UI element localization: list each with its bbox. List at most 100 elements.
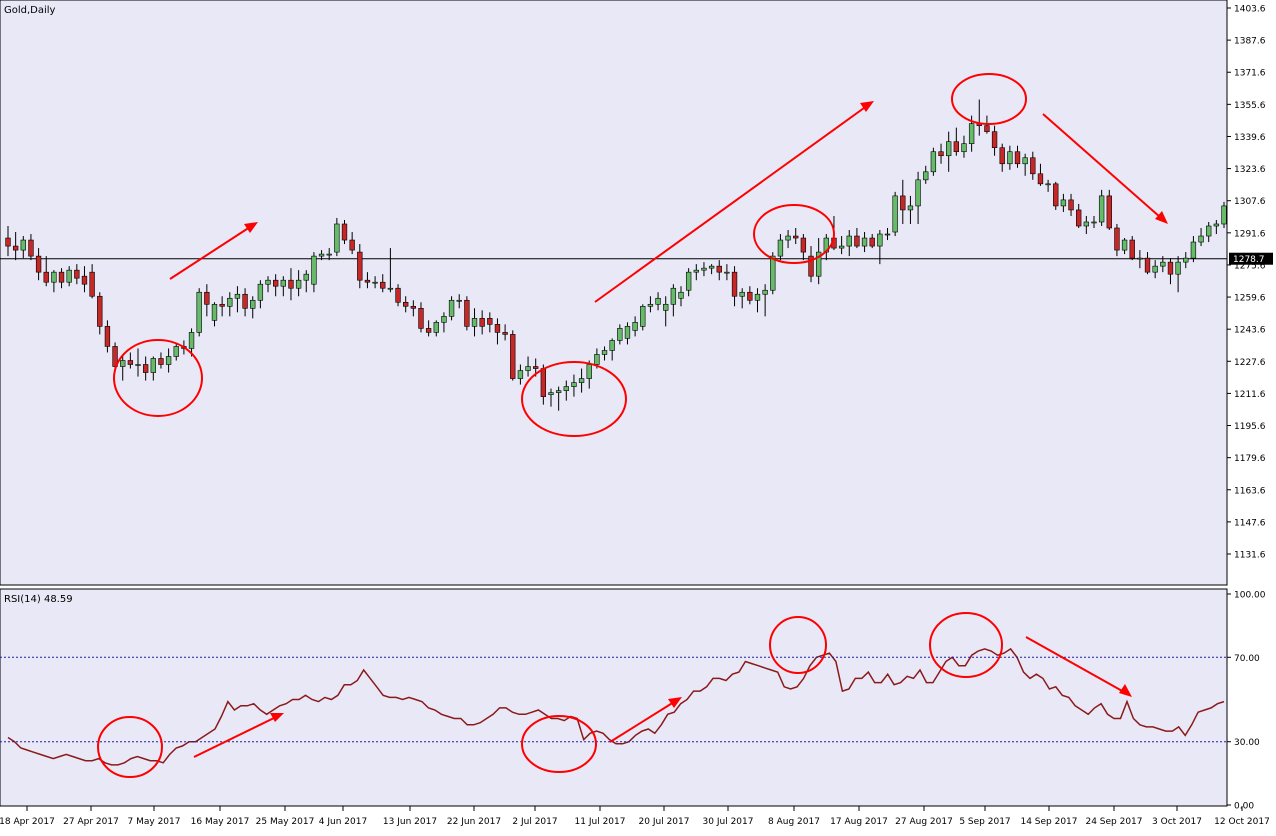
candle	[479, 310, 485, 335]
candle-body-bear	[97, 295, 103, 327]
candle-body-bear	[1144, 257, 1151, 273]
candle	[127, 352, 134, 369]
candle	[1022, 153, 1028, 176]
candle-body-bear	[43, 271, 49, 283]
candle-body-bull	[334, 223, 340, 253]
candle	[1206, 221, 1212, 243]
candle-body-bear	[127, 360, 134, 365]
candle	[227, 292, 233, 317]
annotation-circle	[113, 339, 203, 417]
date-tick-label: 13 Jun 2017	[383, 817, 437, 827]
candle-body-bull	[295, 279, 302, 289]
candle-body-bull	[884, 233, 891, 236]
candle-body-bull	[1045, 183, 1051, 186]
date-tick-label: 12 Oct 2017	[1214, 817, 1270, 827]
candle	[250, 296, 256, 319]
candle-body-bull	[120, 360, 126, 367]
candle-body-bull	[250, 299, 256, 309]
candle-body-bear	[273, 279, 279, 287]
candle	[923, 165, 929, 184]
candle	[120, 354, 126, 381]
candle	[28, 234, 34, 261]
candle	[632, 316, 638, 337]
candle-body-bear	[242, 293, 248, 309]
arrowhead	[1155, 211, 1168, 224]
rsi-line	[7, 647, 1225, 766]
rsi-tick-label: 30.00	[1234, 738, 1260, 748]
candle	[410, 300, 417, 317]
candle	[418, 302, 424, 333]
candle-body-bull	[1091, 221, 1097, 224]
candle	[1045, 179, 1051, 192]
candle	[578, 368, 585, 393]
current-price-box	[1229, 252, 1273, 265]
candle	[1144, 252, 1151, 275]
candle	[494, 318, 501, 345]
candle-body-bull	[66, 269, 72, 283]
candle	[946, 131, 952, 172]
price-tick-label: 1147.6	[1234, 518, 1266, 528]
candle	[716, 260, 722, 281]
candle	[135, 348, 141, 377]
candle-body-bear	[494, 324, 501, 333]
candle	[1152, 260, 1158, 279]
price-tick-label: 1371.6	[1234, 69, 1266, 79]
candle-body-bull	[51, 271, 57, 283]
date-tick-label: 7 May 2017	[128, 817, 181, 827]
candle	[647, 296, 654, 313]
candle	[403, 296, 409, 313]
candle-body-bull	[165, 356, 172, 365]
candle	[999, 143, 1005, 172]
price-tick-label: 1227.6	[1234, 358, 1266, 368]
candle	[165, 348, 172, 373]
candles-group	[5, 99, 1227, 411]
candle	[273, 274, 279, 297]
date-tick-label: 27 Aug 2017	[895, 817, 953, 827]
candle	[1083, 215, 1090, 235]
candle	[678, 286, 684, 307]
annotation-circle	[929, 612, 1003, 678]
price-tick-label: 1355.6	[1234, 101, 1266, 111]
candle-body-bull	[1175, 261, 1181, 275]
arrowhead	[270, 713, 284, 722]
candle-body-bull	[1221, 205, 1227, 225]
candle	[74, 264, 80, 285]
candle-body-bull	[441, 316, 447, 323]
candle-body-bull	[601, 350, 608, 355]
candle-body-bull	[915, 179, 921, 207]
candle-body-bear	[716, 265, 722, 273]
candle	[724, 264, 730, 281]
candle-body-bull	[877, 233, 883, 247]
candle-body-bull	[594, 354, 600, 365]
candle-body-bull	[961, 143, 967, 153]
candle-body-bear	[403, 301, 409, 307]
candle	[341, 219, 348, 245]
candle	[991, 125, 998, 156]
candle	[433, 320, 439, 337]
price-tick-label: 1387.6	[1234, 37, 1266, 47]
candle-body-bull	[227, 297, 233, 307]
rsi-axis: 100.00 70.00 30.00 0.00	[1227, 591, 1266, 812]
date-tick-label: 20 Jul 2017	[639, 817, 690, 827]
candle	[1213, 219, 1220, 235]
price-tick-label: 1339.6	[1234, 133, 1266, 143]
candle-body-bear	[984, 125, 990, 132]
candle	[357, 244, 363, 289]
candle	[884, 228, 891, 241]
candle-body-bear	[204, 291, 210, 305]
candle-body-bear	[1167, 261, 1174, 275]
date-tick-label: 30 Jul 2017	[703, 817, 754, 827]
candle-body-bull	[318, 253, 325, 257]
price-tick-label: 1307.6	[1234, 197, 1266, 207]
arrowhead	[1119, 684, 1132, 697]
candle	[1221, 201, 1227, 229]
candle-body-bull	[1121, 239, 1128, 251]
candle-body-bear	[219, 303, 225, 307]
candle	[234, 286, 241, 313]
candle	[1037, 163, 1044, 186]
candle-body-bull	[632, 322, 638, 331]
candle	[548, 388, 554, 407]
candle	[510, 330, 516, 381]
candle-body-bear	[793, 235, 799, 239]
